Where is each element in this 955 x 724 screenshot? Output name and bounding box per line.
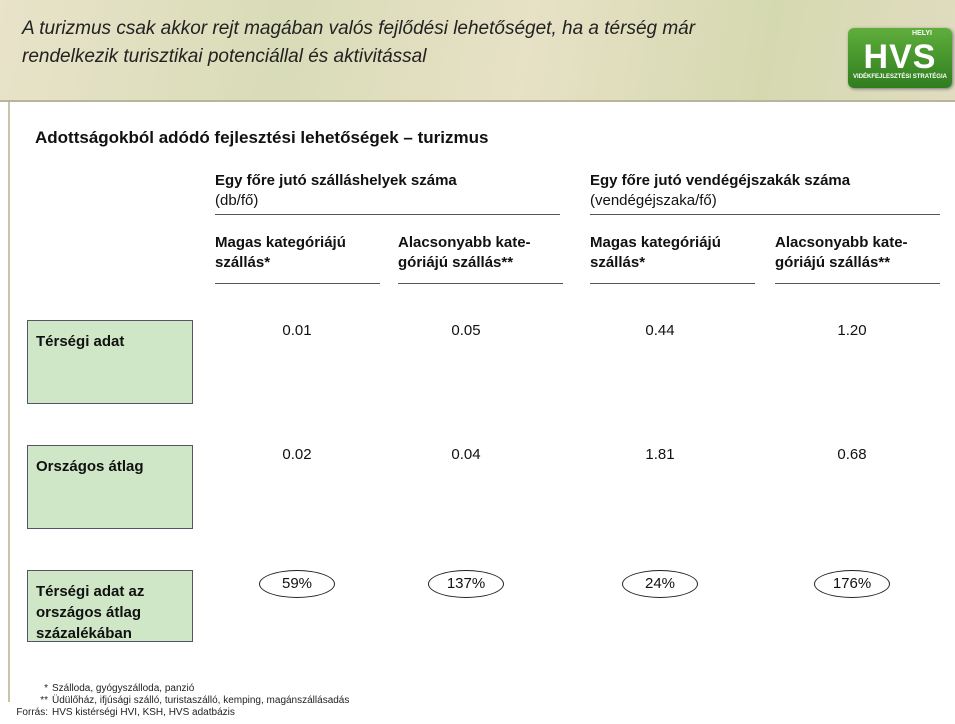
frame — [8, 102, 10, 702]
footnote-mark: ** — [40, 695, 48, 706]
row-header: Térségi adat — [27, 320, 193, 404]
title-line: rendelkezik turisztikai potenciállal és … — [22, 46, 427, 67]
row-label: százalékában — [36, 625, 132, 642]
value-cell: 0.02 — [282, 446, 312, 463]
logo-text: HVS — [863, 38, 937, 76]
column-rule — [775, 283, 940, 284]
column-header: góriájú szállás** — [775, 254, 891, 271]
column-header: góriájú szállás** — [398, 254, 514, 271]
footnote-mark: * — [44, 683, 48, 694]
value-cell: 1.81 — [645, 446, 675, 463]
footnote-mark: Forrás: — [16, 707, 48, 718]
row-header: Országos átlag — [27, 445, 193, 529]
logo: HELYI HVS VIDÉKFEJLESZTÉSI STRATÉGIA — [848, 28, 952, 88]
group-title: Egy főre jutó vendégéjszakák száma — [590, 172, 851, 189]
column-header: szállás* — [590, 254, 646, 271]
subtitle: Adottságokból adódó fejlesztési lehetősé… — [35, 128, 489, 147]
row-label: Térségi adat — [36, 333, 125, 350]
column-rule — [398, 283, 563, 284]
value-cell: 0.05 — [451, 322, 481, 339]
logo-tag: HELYI — [912, 30, 932, 37]
row-label: Térségi adat az — [36, 583, 145, 600]
column-header: szállás* — [215, 254, 271, 271]
header — [0, 0, 955, 102]
title-line: A turizmus csak akkor rejt magában valós… — [22, 18, 696, 39]
percent-cell: 176% — [814, 570, 890, 598]
column-header: Magas kategóriájú — [215, 234, 346, 251]
percent-cell: 24% — [622, 570, 698, 598]
group-title: Egy főre jutó szálláshelyek száma — [215, 172, 457, 189]
group-rule — [215, 214, 560, 215]
row-label: Országos átlag — [36, 458, 144, 475]
column-rule — [590, 283, 755, 284]
footnote-text: Szálloda, gyógyszálloda, panzió — [52, 683, 195, 694]
percent-cell: 59% — [259, 570, 335, 598]
group-unit: (db/fő) — [215, 192, 259, 209]
column-header: Magas kategóriájú — [590, 234, 721, 251]
footnote-text: HVS kistérségi HVI, KSH, HVS adatbázis — [52, 707, 235, 718]
column-header: Alacsonyabb kate- — [775, 234, 908, 251]
footnote-text: Üdülőház, ifjúsági szálló, turistaszálló… — [52, 695, 350, 706]
column-rule — [215, 283, 380, 284]
value-cell: 0.04 — [451, 446, 481, 463]
value-cell: 0.01 — [282, 322, 312, 339]
row-label: országos átlag — [36, 604, 142, 621]
group-rule — [590, 214, 940, 215]
logo-caption: VIDÉKFEJLESZTÉSI STRATÉGIA — [853, 74, 947, 80]
percent-cell: 137% — [428, 570, 504, 598]
column-header: Alacsonyabb kate- — [398, 234, 531, 251]
value-cell: 0.44 — [645, 322, 675, 339]
value-cell: 1.20 — [837, 322, 867, 339]
row-header: Térségi adat az országos átlag százalékába… — [27, 570, 193, 642]
group-unit: (vendégéjszaka/fő) — [590, 192, 717, 209]
value-cell: 0.68 — [837, 446, 867, 463]
